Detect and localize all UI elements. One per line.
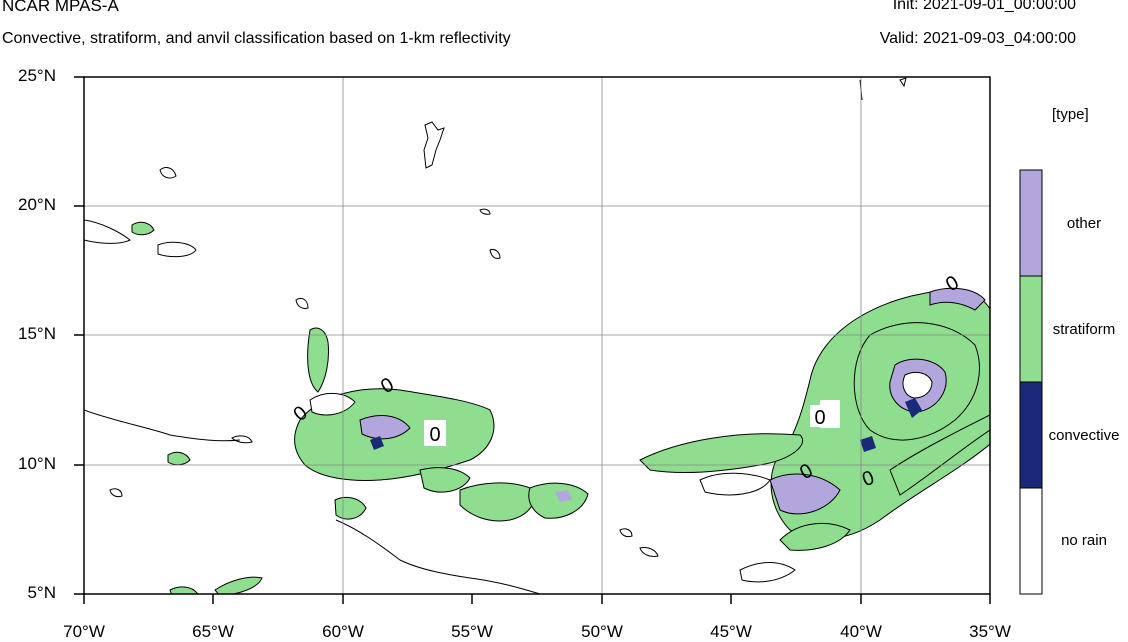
lon-label: 55°W xyxy=(451,622,493,641)
legend-title: [type] xyxy=(1052,106,1089,123)
legend-colorbar xyxy=(1019,169,1043,595)
map-title: NCAR MPAS-A xyxy=(2,0,119,15)
lon-label: 45°W xyxy=(710,622,752,641)
lat-label: 25°N xyxy=(18,66,56,85)
legend-swatch-convective xyxy=(1019,381,1043,489)
lat-label: 15°N xyxy=(18,324,56,343)
legend-swatch-no-rain xyxy=(1019,487,1043,595)
legend-label-convective: convective xyxy=(1048,427,1120,444)
lon-label: 70°W xyxy=(63,622,105,641)
lon-label: 50°W xyxy=(581,622,623,641)
lon-label: 60°W xyxy=(322,622,364,641)
tick-marks xyxy=(74,76,991,604)
contour-label: 0 xyxy=(429,424,440,446)
lon-label: 65°W xyxy=(192,622,234,641)
init-time: Init: 2021-09-01_00:00:00 xyxy=(892,0,1076,13)
western-cluster xyxy=(131,221,589,594)
lon-label: 40°W xyxy=(840,622,882,641)
valid-time: Valid: 2021-09-03_04:00:00 xyxy=(879,30,1076,47)
hurricane-system xyxy=(639,287,990,583)
legend-label-other: other xyxy=(1066,215,1102,232)
lat-label: 10°N xyxy=(18,454,56,473)
precip-fields xyxy=(84,77,990,594)
contour-label: 0 xyxy=(814,407,825,429)
legend-swatch-other xyxy=(1019,169,1043,277)
legend-label-no-rain: no rain xyxy=(1061,532,1107,549)
graticule xyxy=(84,77,990,594)
lat-label: 5°N xyxy=(27,583,56,602)
lon-label: 35°W xyxy=(969,622,1011,641)
lat-label: 20°N xyxy=(18,195,56,214)
legend-swatch-stratiform xyxy=(1019,275,1043,383)
legend-label-stratiform: stratiform xyxy=(1052,321,1116,338)
map-subtitle: Convective, stratiform, and anvil classi… xyxy=(2,30,511,47)
